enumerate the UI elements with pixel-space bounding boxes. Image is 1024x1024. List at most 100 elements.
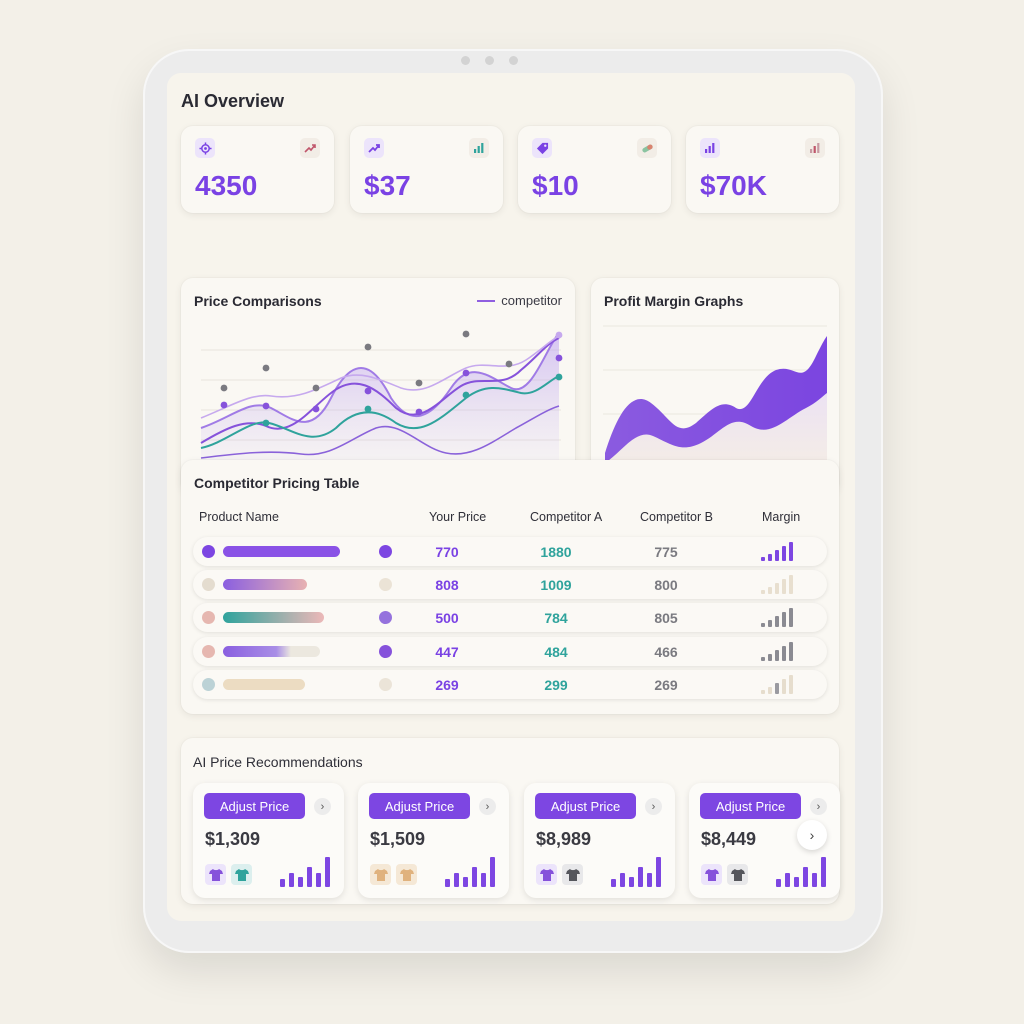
trend-bars [611,855,661,887]
product-name-bar [223,579,307,590]
adjust-price-button[interactable]: Adjust Price [204,793,305,819]
data-point [262,364,270,372]
tshirt-icon [370,864,391,885]
your-price-cell: 500 [435,610,459,626]
scatter-points [220,330,563,427]
tshirt-icon [205,864,226,885]
chevron-right-icon[interactable]: › [810,798,827,815]
profit-margin-title: Profit Margin Graphs [604,293,744,309]
adjust-price-button[interactable]: Adjust Price [700,793,801,819]
data-point [312,384,320,392]
col-competitor-a: Competitor A [530,510,603,524]
adjust-price-button[interactable]: Adjust Price [369,793,470,819]
ai-price-recommendations: AI Price Recommendations Adjust Price › … [181,738,840,904]
trend-bars [280,855,330,887]
data-point [555,354,563,362]
margin-bars [761,541,793,561]
data-point [312,405,320,413]
competitor-a-cell: 784 [544,610,568,626]
product-name-bar [223,546,340,557]
competitor-b-cell: 800 [654,577,678,593]
data-point [415,379,423,387]
competitor-b-cell: 269 [654,677,678,693]
data-point [555,331,563,339]
kpi-card-2[interactable]: $37 [350,126,503,213]
tshirt-icon [536,864,557,885]
tablet-frame: AI Overview 4350 $37 [143,49,883,953]
competitor-pricing-table: Competitor Pricing Table Product Name Yo… [181,460,839,714]
kpi-value: $37 [364,170,411,201]
data-point [555,373,563,381]
status-dot [379,545,392,558]
tshirt-icon [396,864,417,885]
recommended-price: $1,309 [205,829,261,849]
margin-area-bottom [605,393,827,473]
bar-chart-icon [700,138,720,158]
gear-icon [195,138,215,158]
chevron-right-icon[interactable]: › [645,798,662,815]
adjust-price-button[interactable]: Adjust Price [535,793,636,819]
competitor-b-cell: 775 [654,544,678,560]
status-dot [379,645,392,658]
tag-icon [532,138,552,158]
chevron-right-icon[interactable]: › [314,798,331,815]
bar-chart-icon [805,138,825,158]
data-point [220,384,228,392]
table-row[interactable]: 500 784 805 [193,603,827,632]
competitor-a-cell: 299 [544,677,568,693]
series-line-4 [200,405,560,459]
trend-up-icon [300,138,320,158]
price-comparisons-title: Price Comparisons [194,293,322,309]
product-dot [202,578,215,591]
kpi-card-1[interactable]: 4350 [181,126,334,213]
kpi-card-4[interactable]: $70K [686,126,839,213]
col-competitor-b: Competitor B [640,510,713,524]
recommendation-card-3[interactable]: Adjust Price › $8,989 [524,783,675,898]
data-point [462,391,470,399]
col-product-name: Product Name [199,510,279,524]
chevron-right-icon[interactable]: › [479,798,496,815]
data-point [364,405,372,413]
recommendation-card-2[interactable]: Adjust Price › $1,509 [358,783,509,898]
data-point [220,401,228,409]
kpi-value: $70K [700,170,767,201]
tshirt-icon [701,864,722,885]
margin-bars [761,574,793,594]
camera-dots [461,56,518,65]
status-dot [379,678,392,691]
product-name-bar [223,612,324,623]
data-point [462,330,470,338]
price-comparisons-card: Price Comparisons competitor [181,278,575,494]
kpi-card-3[interactable]: $10 [518,126,671,213]
margin-bars [761,607,793,627]
bar-chart-icon [469,138,489,158]
pill-icon [637,138,657,158]
tshirt-icon [727,864,748,885]
your-price-cell: 447 [435,644,459,660]
product-dot [202,611,215,624]
recommendation-card-1[interactable]: Adjust Price › $1,309 [193,783,344,898]
table-row[interactable]: 447 484 466 [193,637,827,666]
kpi-value: 4350 [195,170,258,201]
next-arrow-button[interactable]: › [797,820,827,850]
table-row[interactable]: 808 1009 800 [193,570,827,599]
competitor-b-cell: 466 [654,644,678,660]
tshirt-icon [562,864,583,885]
table-row[interactable]: 269 299 269 [193,670,827,699]
product-dot [202,678,215,691]
status-dot [379,578,392,591]
area-fill [201,333,559,463]
your-price-cell: 808 [435,577,459,593]
table-row[interactable]: 770 1880 775 [193,537,827,566]
product-dot [202,545,215,558]
margin-bars [761,674,793,694]
your-price-cell: 770 [435,544,459,560]
kpi-value: $10 [532,170,579,201]
recommendation-card-4[interactable]: Adjust Price › $8,449 [689,783,840,898]
trend-bars [776,855,826,887]
screen: AI Overview 4350 $37 [167,73,855,921]
legend-line-icon [477,299,496,302]
series-line-1 [200,332,560,429]
legend-label: competitor [501,293,562,308]
tshirt-icon [231,864,252,885]
